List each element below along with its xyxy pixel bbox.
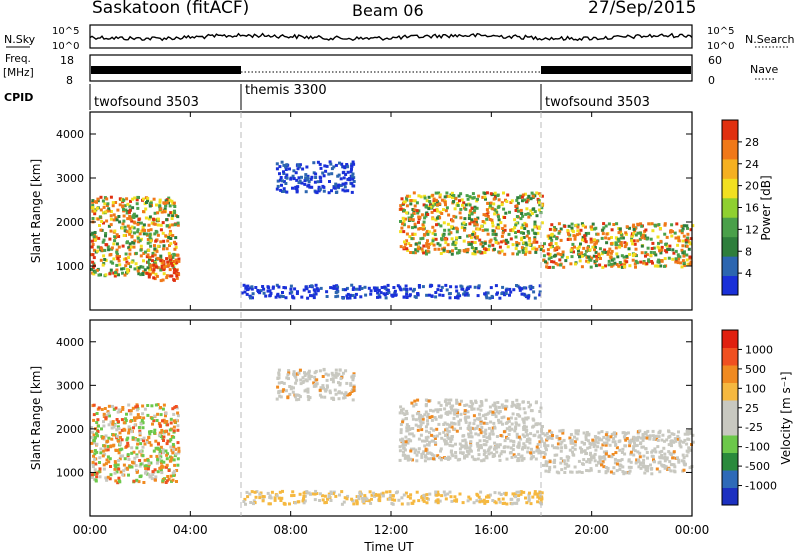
colorbar-tick-label: 500 xyxy=(745,363,766,376)
power-panel: 1000 2000 3000 4000 Slant Range [km] xyxy=(29,111,695,311)
x-tick-label: 00:00 xyxy=(675,523,710,537)
colorbar-tick-label: 100 xyxy=(745,382,766,395)
y-tick-label: 4000 xyxy=(56,128,84,141)
freq-band-right xyxy=(541,66,691,74)
noise-sky-line xyxy=(89,32,693,42)
velocity-colorbar-label: Velocity [m s⁻¹] xyxy=(779,371,793,464)
x-tick-label: 08:00 xyxy=(273,523,308,537)
freq-right-tick-bottom: 0 xyxy=(708,74,715,87)
velocity-cells xyxy=(90,367,695,506)
noise-right-tick-top: 10^5 xyxy=(707,26,734,37)
colorbar-tick-label: 1000 xyxy=(745,343,773,356)
noise-right-tick-bottom: 10^0 xyxy=(707,41,734,52)
colorbar-tick-label: 8 xyxy=(745,245,752,258)
cpid-bar: CPID twofsound 3503 themis 3300 twofsoun… xyxy=(4,83,650,110)
y-tick-label: 3000 xyxy=(56,172,84,185)
colorbar-tick-label: 16 xyxy=(745,202,759,215)
colorbar-tick-label: -1000 xyxy=(745,480,777,493)
freq-left-tick-top: 18 xyxy=(60,54,74,67)
x-tick-label: 12:00 xyxy=(374,523,409,537)
velocity-ylabel: Slant Range [km] xyxy=(29,366,43,470)
noise-left-tick-bottom: 10^0 xyxy=(52,41,79,52)
noise-left-label: N.Sky xyxy=(4,33,36,46)
colorbar-tick-label: -100 xyxy=(745,441,770,454)
cpid-mode-1: twofsound 3503 xyxy=(94,95,199,110)
cpid-label: CPID xyxy=(4,91,33,104)
y-tick-label: 1000 xyxy=(56,260,84,273)
x-tick-label: 20:00 xyxy=(574,523,609,537)
power-ylabel: Slant Range [km] xyxy=(29,159,43,263)
noise-left-tick-top: 10^5 xyxy=(52,26,79,37)
y-tick-label: 2000 xyxy=(56,216,84,229)
power-cells xyxy=(90,160,695,300)
freq-panel: Freq. [MHz] 18 8 60 0 Nave xyxy=(3,53,778,87)
freq-label-top: Freq. xyxy=(5,53,31,65)
y-tick-label: 4000 xyxy=(56,336,84,349)
power-colorbar-label: Power [dB] xyxy=(759,175,773,240)
date-title: 27/Sep/2015 xyxy=(588,0,697,18)
freq-right-tick-top: 60 xyxy=(708,54,722,67)
colorbar-tick-label: 25 xyxy=(745,402,759,415)
cpid-mode-2: themis 3300 xyxy=(245,83,327,98)
freq-left-tick-bottom: 8 xyxy=(66,74,73,87)
x-axis: 00:00 04:00 08:00 12:00 16:00 20:00 00:00 xyxy=(73,112,710,537)
power-yticks: 1000 2000 3000 4000 xyxy=(56,128,692,273)
noise-right-label: N.Search xyxy=(745,33,795,46)
x-tick-label: 16:00 xyxy=(474,523,509,537)
colorbar-tick-label: 12 xyxy=(745,223,759,236)
x-tick-label: 00:00 xyxy=(73,523,108,537)
velocity-yticks: 1000 2000 3000 4000 xyxy=(56,336,692,479)
x-axis-label: Time UT xyxy=(363,540,414,554)
colorbar-tick-label: 4 xyxy=(745,267,752,280)
colorbar-tick-label: -500 xyxy=(745,460,770,473)
colorbar-tick-label: -25 xyxy=(745,421,763,434)
beam-title: Beam 06 xyxy=(352,1,424,20)
cpid-mode-3: twofsound 3503 xyxy=(545,95,650,110)
power-colorbar: 28 24 20 16 12 8 4 Power [dB] xyxy=(721,119,773,296)
station-title: Saskatoon (fitACF) xyxy=(92,0,250,18)
x-tick-label: 04:00 xyxy=(173,523,208,537)
colorbar-tick-label: 20 xyxy=(745,180,759,193)
noise-panel: N.Sky 10^5 10^0 10^5 10^0 N.Search xyxy=(4,24,795,52)
colorbar-tick-label: 24 xyxy=(745,158,759,171)
freq-label-bottom: [MHz] xyxy=(3,67,34,79)
nave-label: Nave xyxy=(750,63,778,76)
y-tick-label: 1000 xyxy=(56,466,84,479)
y-tick-label: 2000 xyxy=(56,423,84,436)
freq-band-left xyxy=(91,66,241,74)
y-tick-label: 3000 xyxy=(56,379,84,392)
velocity-colorbar: 1000 500 100 25 -25 -100 -500 -1000 Velocity [m… xyxy=(721,329,793,506)
colorbar-tick-label: 28 xyxy=(745,136,759,149)
velocity-panel: 1000 2000 3000 4000 Slant Range [km] xyxy=(29,319,695,517)
